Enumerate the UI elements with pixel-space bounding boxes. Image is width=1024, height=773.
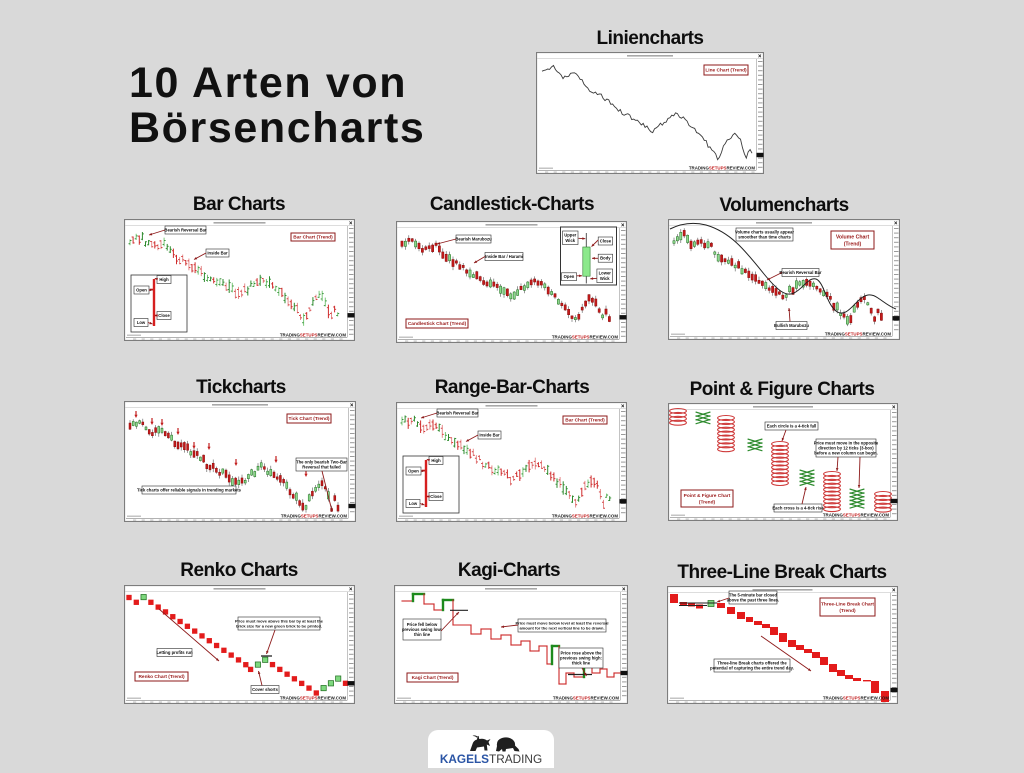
svg-text:Bar Chart (Trend): Bar Chart (Trend): [293, 235, 333, 241]
svg-text:(Trend): (Trend): [839, 608, 856, 614]
svg-text:Close: Close: [430, 494, 442, 499]
svg-text:Bullish Marubozu: Bullish Marubozu: [774, 323, 809, 328]
svg-text:Line Chart (Trend): Line Chart (Trend): [705, 68, 747, 74]
svg-text:thick line: thick line: [572, 661, 591, 666]
svg-text:×: ×: [350, 403, 354, 409]
svg-text:Point & Figure Chart: Point & Figure Chart: [684, 493, 731, 499]
svg-text:Each cross is a 4-tick rise: Each cross is a 4-tick rise: [772, 506, 824, 511]
svg-text:before a new column can begin.: before a new column can begin.: [814, 451, 878, 456]
svg-text:Low: Low: [409, 501, 418, 506]
svg-text:TRADINGSETUPSREVIEW.COM: TRADINGSETUPSREVIEW.COM: [825, 332, 891, 337]
svg-text:thin line: thin line: [414, 632, 431, 637]
svg-text:brick size for a new green bri: brick size for a new green brick to be p…: [236, 623, 322, 628]
svg-text:TRADINGSETUPSREVIEW.COM: TRADINGSETUPSREVIEW.COM: [280, 333, 346, 338]
svg-text:Reversal that failed: Reversal that failed: [302, 465, 341, 470]
svg-text:Bar Chart (Trend): Bar Chart (Trend): [565, 418, 605, 424]
svg-text:×: ×: [349, 587, 353, 593]
svg-text:Bearish Reversal Bar: Bearish Reversal Bar: [164, 228, 207, 233]
svg-text:High: High: [159, 277, 169, 282]
svg-text:Bearish Reversal Bar: Bearish Reversal Bar: [779, 270, 822, 275]
svg-text:Kagi Chart (Trend): Kagi Chart (Trend): [412, 675, 454, 681]
svg-text:×: ×: [894, 221, 898, 227]
svg-text:above the past three lines.: above the past three lines.: [727, 598, 780, 603]
svg-text:Renko Chart (Trend): Renko Chart (Trend): [138, 674, 185, 680]
svg-text:High: High: [431, 458, 441, 463]
svg-text:smoother than time charts: smoother than time charts: [738, 235, 791, 240]
svg-text:×: ×: [758, 54, 762, 60]
svg-text:Wick: Wick: [600, 276, 610, 281]
svg-text:TRADINGSETUPSREVIEW.COM: TRADINGSETUPSREVIEW.COM: [552, 514, 618, 519]
svg-text:TRADINGSETUPSREVIEW.COM: TRADINGSETUPSREVIEW.COM: [823, 513, 889, 518]
svg-text:Inside Bar / Harami: Inside Bar / Harami: [485, 254, 523, 259]
svg-text:Each circle is a 4-tick fall: Each circle is a 4-tick fall: [767, 424, 817, 429]
svg-text:×: ×: [349, 221, 353, 227]
svg-text:Open: Open: [408, 469, 419, 474]
svg-text:×: ×: [892, 405, 896, 411]
svg-text:Low: Low: [137, 320, 146, 325]
svg-text:TRADINGSETUPSREVIEW.COM: TRADINGSETUPSREVIEW.COM: [281, 514, 347, 519]
svg-text:Volume Chart: Volume Chart: [836, 234, 870, 240]
svg-text:KAGELSTRADING: KAGELSTRADING: [440, 752, 542, 766]
svg-text:Three-Line Break Chart: Three-Line Break Chart: [821, 602, 874, 608]
svg-text:×: ×: [622, 587, 626, 593]
svg-text:×: ×: [621, 223, 625, 229]
svg-text:×: ×: [621, 404, 625, 410]
svg-text:Close: Close: [600, 239, 612, 244]
svg-text:Tick Chart (Trend): Tick Chart (Trend): [289, 416, 330, 422]
svg-text:TRADINGSETUPSREVIEW.COM: TRADINGSETUPSREVIEW.COM: [553, 696, 619, 701]
svg-text:Open: Open: [136, 288, 147, 293]
svg-text:(Trend): (Trend): [699, 499, 716, 505]
svg-text:Bearish Reversal Bar: Bearish Reversal Bar: [436, 411, 479, 416]
svg-text:Letting profits run: Letting profits run: [156, 650, 192, 655]
svg-text:amount for the next vertical l: amount for the next vertical line to be …: [519, 625, 604, 630]
svg-text:Bearish Marubozu: Bearish Marubozu: [455, 237, 492, 242]
svg-text:Inside Bar: Inside Bar: [207, 251, 228, 256]
svg-text:Body: Body: [600, 256, 611, 261]
svg-text:Tick charts offer reliable sig: Tick charts offer reliable signals in tr…: [137, 488, 242, 493]
svg-text:TRADINGSETUPSREVIEW.COM: TRADINGSETUPSREVIEW.COM: [823, 696, 889, 701]
svg-text:×: ×: [892, 588, 896, 594]
svg-text:TRADINGSETUPSREVIEW.COM: TRADINGSETUPSREVIEW.COM: [552, 335, 618, 340]
svg-text:TRADINGSETUPSREVIEW.COM: TRADINGSETUPSREVIEW.COM: [689, 166, 755, 171]
svg-text:Close: Close: [158, 313, 170, 318]
svg-text:Wick: Wick: [565, 238, 575, 243]
svg-text:Candlestick Chart (Trend): Candlestick Chart (Trend): [408, 321, 467, 327]
svg-text:Open: Open: [564, 274, 575, 279]
svg-text:TRADINGSETUPSREVIEW.COM: TRADINGSETUPSREVIEW.COM: [280, 696, 346, 701]
svg-text:Inside Bar: Inside Bar: [479, 433, 500, 438]
svg-text:(Trend): (Trend): [844, 241, 862, 247]
svg-text:potential of capturing the ent: potential of capturing the entire trend …: [710, 666, 794, 671]
svg-text:Cover shorts: Cover shorts: [252, 687, 279, 692]
